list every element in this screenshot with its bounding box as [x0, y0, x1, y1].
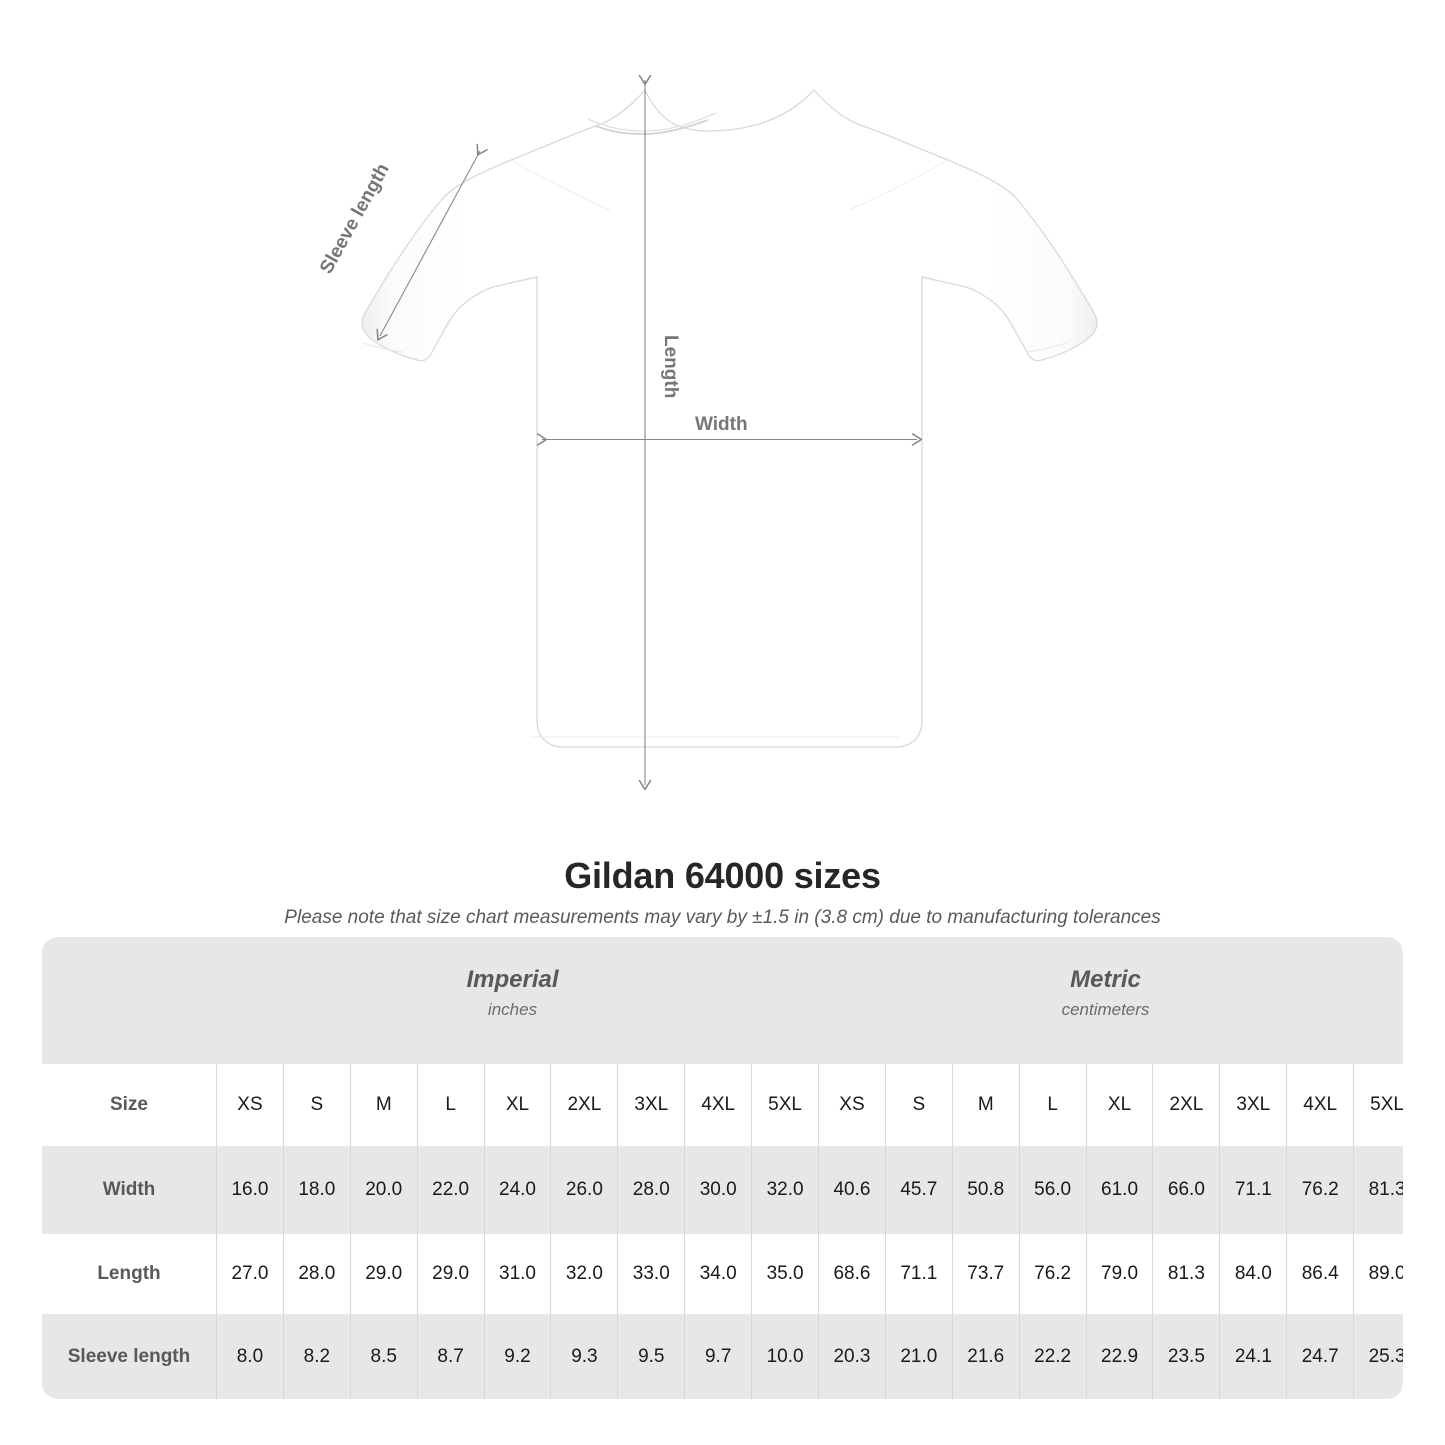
- svg-text:Length: Length: [660, 335, 681, 398]
- svg-text:Width: Width: [695, 414, 748, 435]
- svg-text:Sleeve length: Sleeve length: [316, 160, 394, 277]
